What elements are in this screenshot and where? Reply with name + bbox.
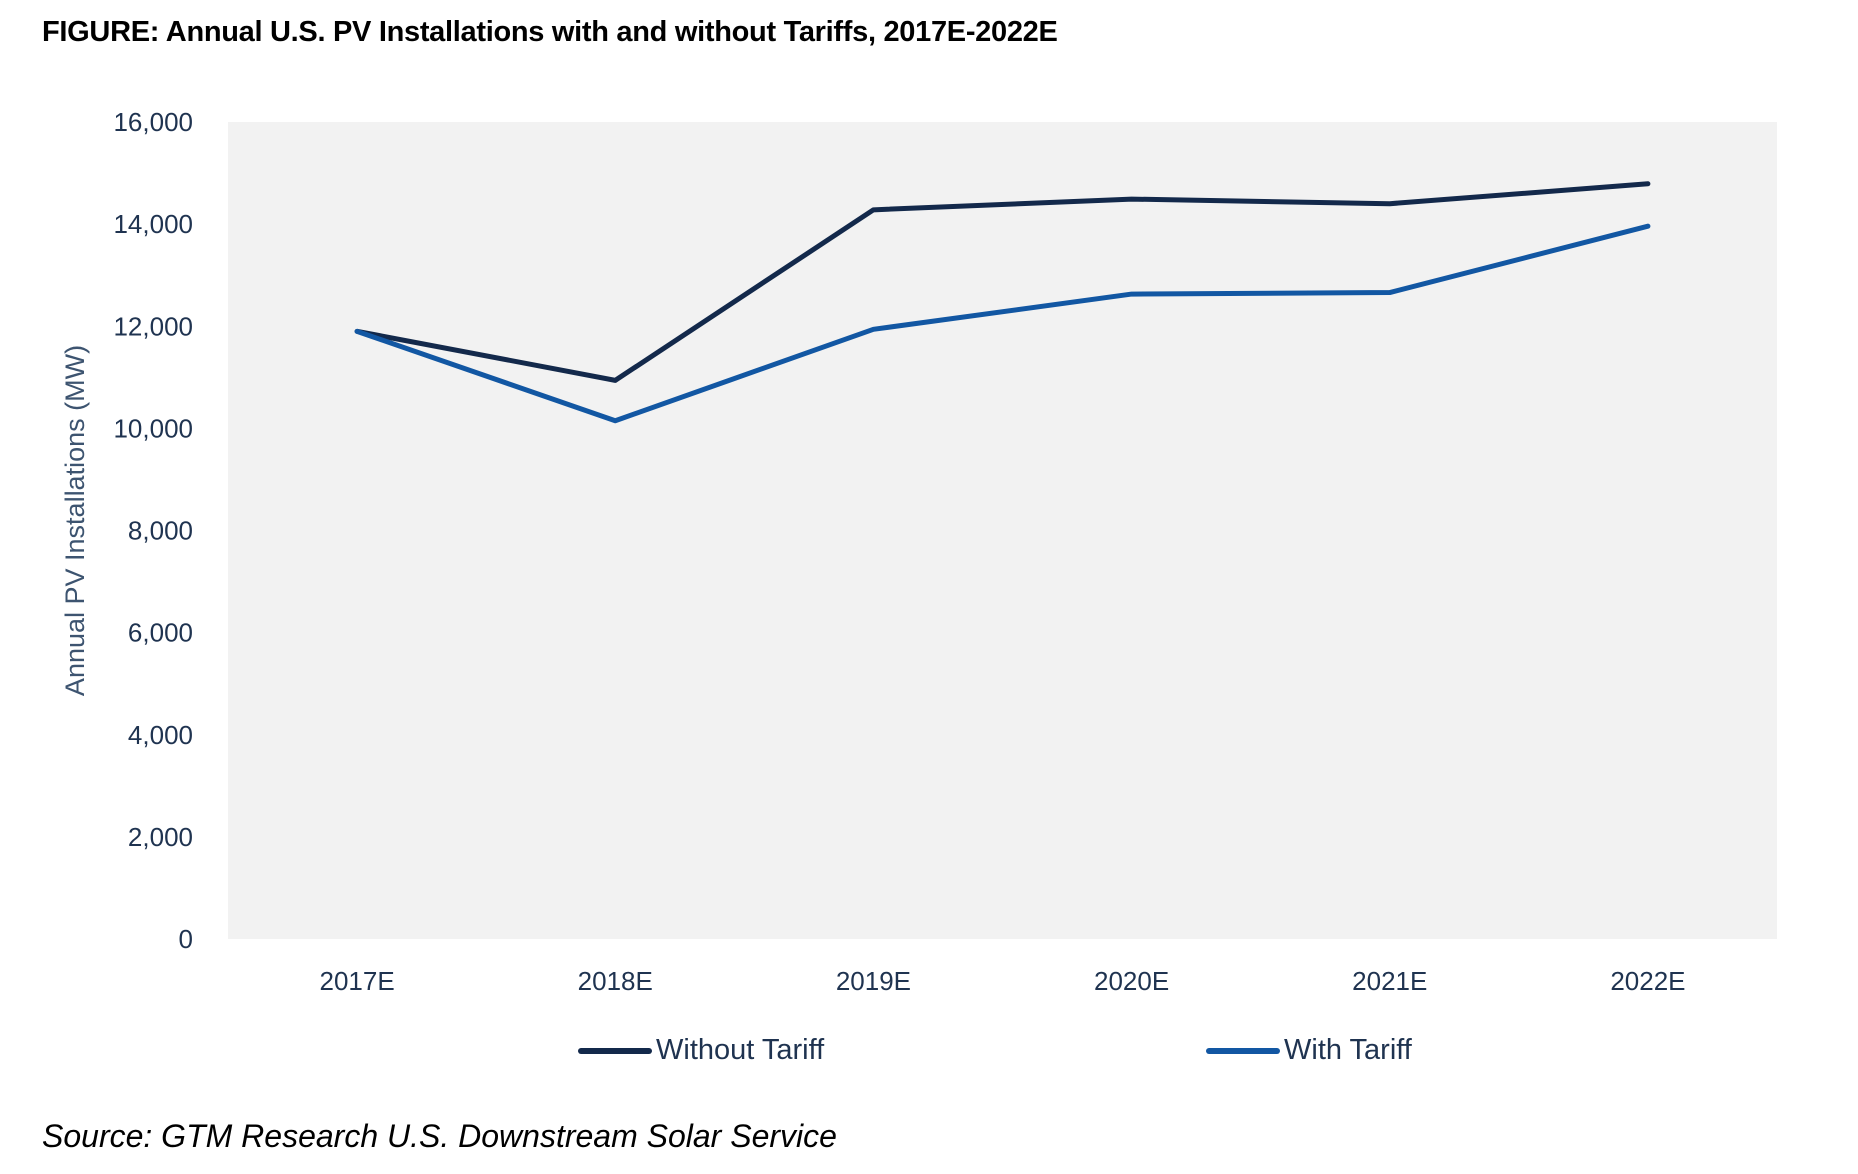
x-tick-label: 2018E <box>578 966 653 996</box>
y-tick-label: 2,000 <box>128 822 193 852</box>
legend-item-with-tariff: With Tariff <box>1206 1034 1412 1067</box>
x-tick-label: 2022E <box>1610 966 1685 996</box>
series-lines <box>354 181 1651 424</box>
legend: Without Tariff With Tariff <box>0 1034 1858 1074</box>
y-axis-ticks: 0 2,000 4,000 6,000 8,000 10,000 12,000 14,000 1… <box>113 107 193 954</box>
series-line-without-tariff <box>354 181 1651 383</box>
y-tick-label: 14,000 <box>113 209 193 239</box>
x-tick-label: 2021E <box>1352 966 1427 996</box>
chart-title: FIGURE: Annual U.S. PV Installations wit… <box>42 16 1058 48</box>
y-tick-label: 8,000 <box>128 516 193 546</box>
legend-swatch-without-tariff <box>578 1047 652 1054</box>
legend-swatch-with-tariff <box>1206 1047 1280 1054</box>
y-tick-label: 10,000 <box>113 413 193 443</box>
y-tick-label: 12,000 <box>113 311 193 341</box>
x-tick-label: 2019E <box>836 966 911 996</box>
series-line-with-tariff <box>354 223 1651 424</box>
legend-label: Without Tariff <box>656 1034 825 1066</box>
source-note: Source: GTM Research U.S. Downstream Sol… <box>42 1118 837 1154</box>
y-tick-label: 6,000 <box>128 618 193 648</box>
plot-area <box>228 122 1777 939</box>
legend-item-without-tariff: Without Tariff <box>578 1034 824 1067</box>
y-tick-label: 0 <box>179 924 193 954</box>
legend-label: With Tariff <box>1284 1034 1412 1066</box>
x-tick-label: 2017E <box>319 966 394 996</box>
x-tick-label: 2020E <box>1094 966 1169 996</box>
y-tick-label: 16,000 <box>113 107 193 137</box>
x-axis-ticks: 2017E 2018E 2019E 2020E 2021E 2022E <box>319 966 1685 996</box>
y-axis-label: Annual PV Installations (MW) <box>60 345 90 696</box>
y-tick-label: 4,000 <box>128 720 193 750</box>
